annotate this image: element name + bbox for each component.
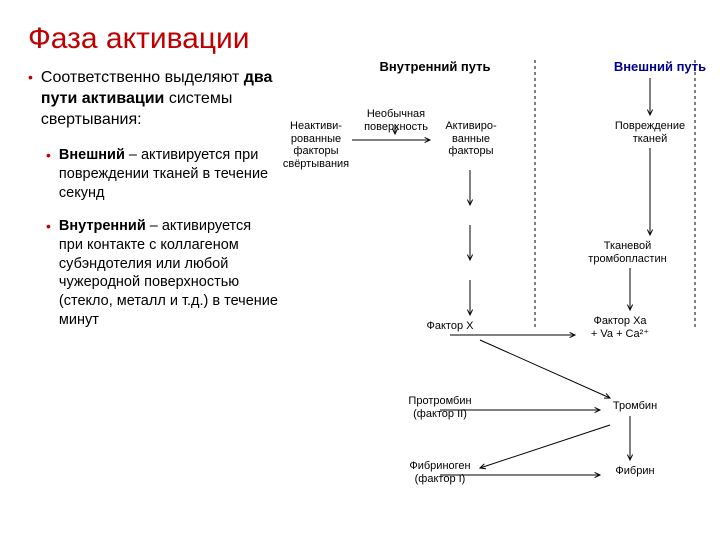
node-n-fxa: Фактор Xa+ Va + Ca²⁺ bbox=[580, 315, 660, 340]
intro-bullet: • Соответственно выделяют два пути актив… bbox=[28, 68, 278, 146]
sub-item-1: • Внешний – активируется при повреждении… bbox=[46, 146, 278, 217]
node-n-inact: Неактиви-рованныефакторысвёртывания bbox=[280, 120, 352, 171]
intro-prefix: Соответственно выделяют bbox=[41, 69, 244, 86]
node-n-thromb: Тромбин bbox=[605, 400, 665, 413]
node-n-fibrg: Фибриноген(фактор I) bbox=[395, 460, 485, 485]
text-column: • Соответственно выделяют два пути актив… bbox=[28, 68, 278, 344]
node-hdr-ext: Внешний путь bbox=[610, 60, 710, 75]
sub1-text: Внешний – активируется при повреждении т… bbox=[59, 146, 278, 203]
bullet-dot: • bbox=[46, 146, 51, 164]
node-n-fibrin: Фибрин bbox=[605, 465, 665, 478]
sub2-rest: – активируется при контакте с коллагеном… bbox=[59, 218, 278, 328]
bullet-dot: • bbox=[28, 68, 33, 86]
intro-text: Соответственно выделяют два пути активац… bbox=[41, 68, 278, 130]
sub2-bold: Внутренний bbox=[59, 218, 146, 234]
node-n-protr: Протромбин(фактор II) bbox=[395, 395, 485, 420]
node-n-damage: Повреждениетканей bbox=[610, 120, 690, 145]
sub2-text: Внутренний – активируется при контакте с… bbox=[59, 217, 278, 330]
diagram-area: Внутренний путь Внешний путь Неактиви-рова… bbox=[280, 60, 710, 530]
node-n-fx: Фактор X bbox=[415, 320, 485, 333]
node-hdr-int: Внутренний путь bbox=[375, 60, 495, 75]
node-n-tpl: Тканевойтромбопластин bbox=[580, 240, 675, 265]
sub1-bold: Внешний bbox=[59, 147, 125, 163]
sub-item-2: • Внутренний – активируется при контакте… bbox=[46, 217, 278, 344]
bullet-dot: • bbox=[46, 217, 51, 235]
node-n-activ: Активиро-ванныефакторы bbox=[435, 120, 507, 158]
node-n-surface: Необычнаяповерхность bbox=[360, 108, 432, 133]
page-title: Фаза активации bbox=[28, 22, 250, 56]
sub-list: • Внешний – активируется при повреждении… bbox=[46, 146, 278, 344]
